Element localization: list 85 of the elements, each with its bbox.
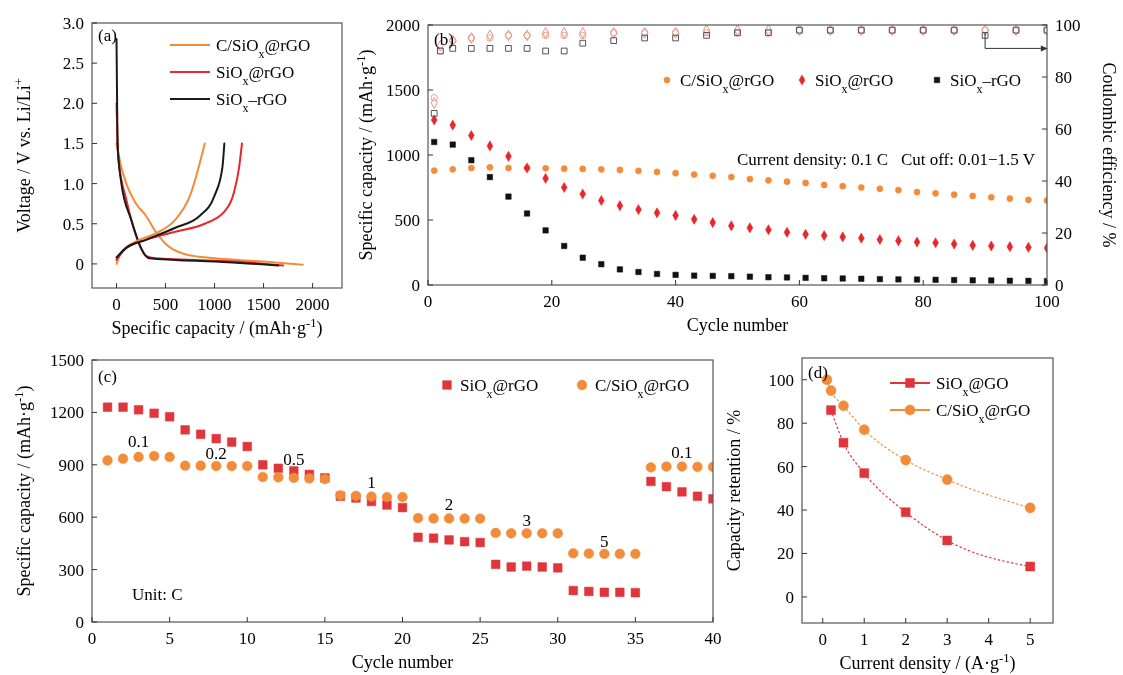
x-tick-label: 20 [543, 292, 561, 311]
y2-tick-label: 20 [1055, 224, 1072, 243]
x-tick-label: 0 [423, 292, 433, 311]
y-tick-label: 2000 [386, 16, 420, 35]
x-axis-title: Specific capacity / (mAh·g$^{-1}$) [111, 316, 323, 339]
y2-tick-label: 40 [1055, 172, 1072, 191]
legend-label: C/SiO$_{x}$@rGO [595, 376, 690, 401]
y-tick-label: 2.5 [62, 54, 84, 74]
x-axis-title: Cycle number [686, 315, 789, 335]
y-tick-label: 0 [75, 613, 84, 632]
x-tick-label: 3 [942, 630, 952, 649]
y-tick-label: 1500 [386, 81, 420, 100]
y2-tick-label: 0 [1055, 276, 1064, 295]
annotation: 0.2 [205, 443, 227, 463]
x-tick-label: 40 [704, 629, 722, 648]
x-tick-label: 2000 [295, 295, 330, 314]
y-tick-label: 500 [394, 211, 420, 230]
y-tick-label: 1.5 [62, 134, 84, 154]
legend-label: SiO$_{x}$@rGO [216, 63, 295, 88]
annotation: 1 [367, 472, 376, 492]
x-tick-label: 80 [914, 292, 932, 311]
annotation: 3 [522, 510, 531, 530]
annotation: (b) [434, 30, 454, 49]
x-tick-label: 500 [152, 295, 179, 314]
legend-label: C/SiO$_{x}$@rGO [680, 71, 775, 96]
x-tick-label: 30 [549, 629, 567, 648]
y2-tick-label: 100 [1055, 16, 1081, 35]
x-tick-label: 25 [471, 629, 489, 648]
annotation: 2 [444, 495, 454, 515]
y2-tick-label: 80 [1055, 68, 1072, 87]
y-tick-label: 0 [75, 254, 84, 274]
x-tick-label: 0 [87, 629, 97, 648]
y-tick-label: 900 [58, 455, 84, 475]
annotation: 0.1 [127, 432, 150, 452]
annotation: (c) [98, 367, 117, 386]
y-tick-label: 1500 [50, 351, 84, 370]
y-tick-label: 1200 [50, 403, 84, 423]
annotation: (d) [808, 363, 828, 382]
x-tick-label: 5 [1025, 630, 1035, 649]
x-tick-label: 100 [1034, 292, 1060, 311]
legend-label: SiO$_{x}$@rGO [460, 376, 539, 401]
y-tick-label: 60 [777, 457, 794, 477]
y-tick-label: 2.0 [62, 94, 84, 114]
y-tick-label: 0.5 [62, 214, 84, 234]
x-axis-title: Cycle number [351, 652, 454, 672]
annotation: 0.1 [671, 442, 693, 462]
y-tick-label: 1000 [386, 146, 420, 165]
y-tick-label: 0 [411, 276, 420, 295]
y-tick-label: 40 [777, 501, 794, 521]
x-axis-title: Current density / (A·g$^{-1}$) [839, 651, 1016, 674]
x-tick-label: 1500 [246, 295, 281, 314]
y-tick-label: 3.0 [62, 14, 84, 33]
y-tick-label: 600 [58, 508, 84, 528]
legend-label: SiO$_{x}$@rGO [815, 71, 894, 96]
x-tick-label: 0 [818, 630, 827, 649]
legend-label: SiO$_{x}$–rGO [216, 90, 288, 115]
y-axis-title: Capacity retention / % [724, 409, 744, 572]
y-tick-label: 80 [777, 414, 794, 434]
annotation: 0.5 [283, 449, 305, 469]
y2-tick-label: 60 [1055, 120, 1072, 139]
x-tick-label: 2 [901, 630, 910, 649]
y-tick-label: 0 [785, 587, 794, 607]
x-tick-label: 60 [790, 292, 808, 311]
annotation: Unit: C [132, 585, 183, 604]
y-tick-label: 100 [768, 370, 794, 390]
x-tick-label: 1000 [197, 295, 232, 314]
x-tick-label: 40 [667, 292, 685, 311]
y-tick-label: 20 [777, 544, 794, 564]
x-tick-label: 5 [165, 629, 174, 648]
annotation: (a) [98, 26, 117, 45]
y2-axis-title: Coulombic efficiency / % [1099, 62, 1119, 248]
legend-label: SiO$_{x}$–rGO [950, 71, 1022, 96]
annotation: 5 [600, 531, 609, 551]
x-tick-label: 0 [112, 295, 121, 314]
legend-label: SiO$_{x}$@GO [936, 374, 1009, 399]
x-tick-label: 4 [984, 630, 994, 649]
annotation: Current density: 0.1 C Cut off: 0.01−1.5 V [737, 150, 1036, 169]
x-tick-label: 10 [238, 629, 256, 648]
x-tick-label: 35 [626, 629, 644, 648]
x-tick-label: 15 [316, 629, 334, 648]
legend-label: C/SiO$_{x}$@rGO [936, 401, 1031, 426]
x-tick-label: 1 [859, 630, 869, 649]
legend-label: C/SiO$_{x}$@rGO [216, 36, 311, 61]
y-tick-label: 300 [58, 560, 84, 580]
y-tick-label: 1.0 [62, 174, 84, 194]
